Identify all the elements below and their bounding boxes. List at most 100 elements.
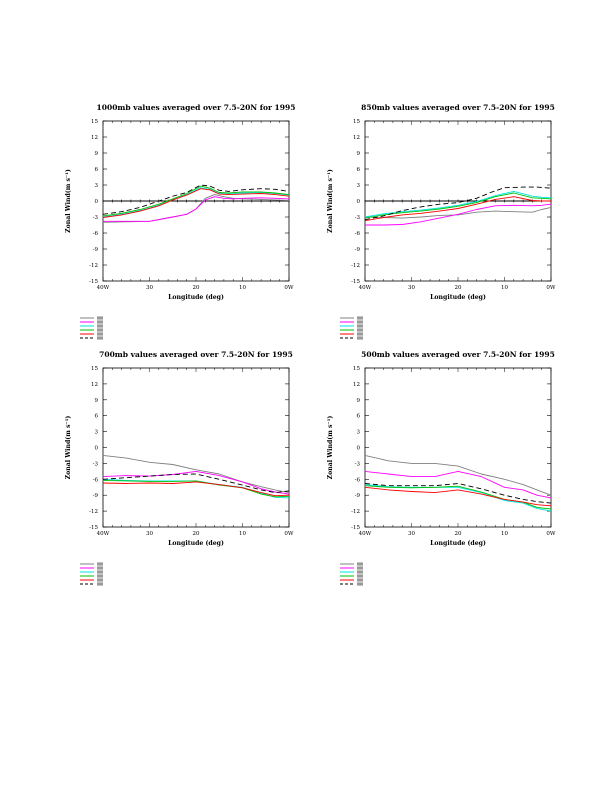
y-tick-label: 3: [357, 183, 361, 189]
legend-label-blur-4: [97, 328, 103, 332]
legend-label-blur-2: [357, 566, 363, 570]
y-tick-label: 12: [91, 382, 98, 388]
legend: [80, 316, 103, 340]
series-line-6: [102, 184, 290, 215]
y-axis-label: Zonal Wind(m s⁻¹): [65, 169, 72, 233]
y-tick-label: -12: [89, 263, 98, 269]
chart-panel-3: 700mb values averaged over 7.5-20N for 1…: [65, 350, 294, 586]
legend-label-blur-4: [357, 574, 363, 578]
y-tick-label: -9: [93, 247, 99, 253]
x-tick-label: 20: [455, 531, 462, 537]
legend-label-blur-5: [357, 578, 363, 582]
legend-label-blur-5: [97, 578, 103, 582]
y-tick-label: -9: [355, 247, 361, 253]
y-axis-label: Zonal Wind(m s⁻¹): [327, 169, 334, 233]
y-tick-label: -3: [355, 461, 361, 467]
y-tick-label: 0: [357, 446, 361, 452]
x-tick-label: 10: [501, 285, 508, 291]
series-line-2: [364, 470, 552, 499]
y-tick-label: -15: [351, 525, 360, 531]
series-line-3: [364, 484, 552, 512]
y-tick-label: 15: [91, 366, 98, 372]
chart-title: 700mb values averaged over 7.5-20N for 1…: [99, 350, 293, 359]
chart-panel-1: 1000mb values averaged over 7.5-20N for …: [65, 103, 295, 340]
y-tick-label: -3: [93, 215, 99, 221]
y-tick-label: -15: [351, 279, 360, 285]
x-axis-label: Longitude (deg): [430, 294, 486, 301]
y-tick-label: 9: [357, 398, 361, 404]
series-line-6: [364, 186, 552, 221]
series-line-6: [102, 473, 290, 494]
y-tick-label: 3: [95, 183, 99, 189]
y-tick-label: -6: [355, 477, 361, 483]
series-line-3: [102, 187, 290, 218]
series-line-2: [102, 470, 290, 495]
x-tick-label: 0W: [284, 531, 293, 537]
legend-label-blur-3: [97, 570, 103, 574]
y-tick-label: 3: [357, 430, 361, 436]
x-tick-label: 40W: [97, 285, 110, 291]
x-tick-label: 20: [455, 285, 462, 291]
legend-label-blur-6: [357, 582, 363, 586]
x-tick-label: 30: [146, 285, 153, 291]
legend: [340, 562, 363, 586]
chart-title: 500mb values averaged over 7.5-20N for 1…: [361, 350, 555, 359]
y-tick-label: -12: [89, 509, 98, 515]
legend-label-blur-6: [357, 336, 363, 340]
series-line-4: [364, 485, 552, 510]
y-tick-label: 15: [91, 119, 98, 125]
legend-label-blur-4: [97, 574, 103, 578]
y-tick-label: -15: [89, 279, 98, 285]
y-tick-label: 12: [353, 382, 360, 388]
chart-title: 1000mb values averaged over 7.5-20N for …: [97, 103, 296, 112]
legend-label-blur-1: [357, 562, 363, 566]
y-tick-label: 6: [357, 414, 361, 420]
legend-label-blur-4: [357, 328, 363, 332]
series-line-4: [102, 185, 290, 217]
series-line-1: [102, 454, 290, 494]
chart-panel-2: 850mb values averaged over 7.5-20N for 1…: [327, 103, 556, 340]
legend-label-blur-2: [357, 320, 363, 324]
x-tick-label: 10: [239, 285, 246, 291]
y-tick-label: -12: [351, 509, 360, 515]
x-tick-label: 40W: [359, 531, 372, 537]
y-tick-label: -6: [355, 231, 361, 237]
x-tick-label: 10: [239, 531, 246, 537]
series-line-6: [364, 483, 552, 504]
y-tick-label: -6: [93, 231, 99, 237]
y-tick-label: 9: [95, 398, 99, 404]
y-tick-label: -3: [93, 461, 99, 467]
x-tick-label: 30: [408, 285, 415, 291]
y-tick-label: -3: [355, 215, 361, 221]
y-axis-label: Zonal Wind(m s⁻¹): [65, 416, 72, 480]
series-line-1: [364, 454, 552, 496]
legend: [80, 562, 103, 586]
legend-label-blur-3: [97, 324, 103, 328]
series-line-5: [364, 196, 551, 222]
x-axis-label: Longitude (deg): [430, 540, 486, 547]
series-line-5: [364, 486, 552, 507]
series-line-2: [103, 196, 290, 222]
x-tick-label: 0W: [546, 285, 555, 291]
y-tick-label: 12: [353, 135, 360, 141]
y-tick-label: -9: [355, 493, 361, 499]
y-tick-label: 3: [95, 430, 99, 436]
series-line-3: [364, 190, 552, 218]
y-tick-label: 6: [95, 167, 99, 173]
legend-label-blur-6: [97, 582, 103, 586]
x-tick-label: 0W: [546, 531, 555, 537]
y-tick-label: 6: [95, 414, 99, 420]
chart-title: 850mb values averaged over 7.5-20N for 1…: [361, 103, 555, 112]
legend-label-blur-3: [357, 324, 363, 328]
series-line-4: [364, 192, 552, 219]
legend-label-blur-2: [97, 566, 103, 570]
x-tick-label: 30: [408, 531, 415, 537]
series-line-2: [365, 203, 552, 226]
legend-label-blur-1: [97, 562, 103, 566]
legend-label-blur-6: [97, 336, 103, 340]
x-tick-label: 40W: [97, 531, 110, 537]
series-line-5: [102, 481, 290, 497]
x-tick-label: 20: [193, 531, 200, 537]
x-axis-label: Longitude (deg): [168, 540, 224, 547]
